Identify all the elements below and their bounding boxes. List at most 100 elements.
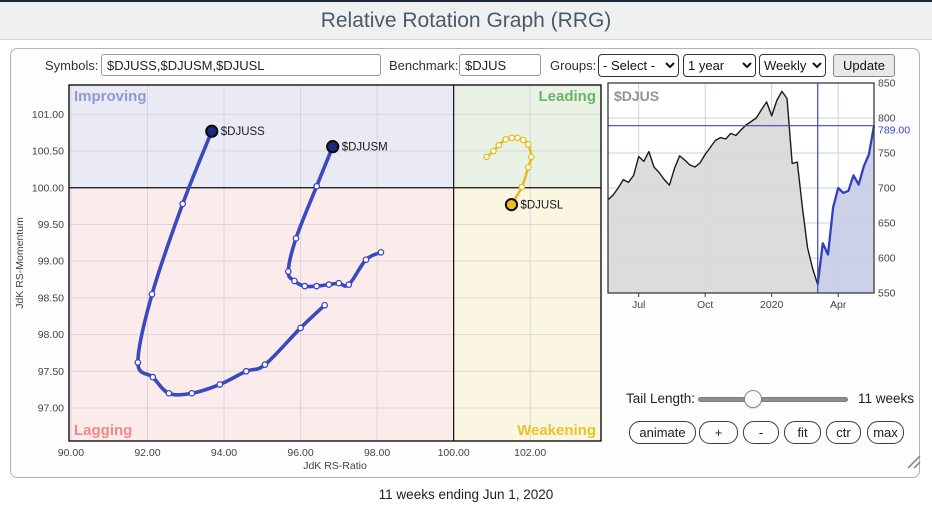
rrg-y-tick: 100.00 [32, 182, 64, 194]
top-accent-strip [0, 0, 932, 2]
week-marker [524, 163, 532, 171]
rrg-x-tick: 92.00 [134, 447, 160, 459]
week-marker [527, 153, 535, 161]
week-marker [292, 235, 300, 242]
week-marker [508, 134, 516, 142]
quadrant-improving [69, 85, 454, 188]
symbols-input[interactable] [101, 54, 381, 76]
quadrant-label-weakening: Weakening [517, 422, 596, 439]
rrg-x-tick: 94.00 [211, 447, 237, 459]
week-marker [524, 141, 532, 148]
tail-length-label: Tail Length: [626, 391, 696, 406]
price-y-tick: 650 [878, 218, 896, 230]
rrg-y-tick: 98.50 [38, 292, 64, 304]
zoom-in-button[interactable]: + [699, 421, 738, 444]
slider-track[interactable] [698, 397, 848, 402]
frequency-select[interactable]: Weekly [759, 54, 826, 77]
fit-button[interactable]: fit [784, 421, 821, 444]
tail-length-slider[interactable] [698, 389, 848, 409]
week-marker [291, 277, 298, 285]
price-y-tick: 600 [878, 253, 896, 265]
benchmark-input[interactable] [459, 54, 541, 76]
week-marker [335, 279, 343, 287]
footer-caption: 11 weeks ending Jun 1, 2020 [378, 487, 554, 502]
week-marker [313, 182, 320, 190]
week-marker [242, 367, 250, 375]
rrg-x-tick: 102.00 [514, 447, 546, 459]
rrg-chart[interactable]: Improving Leading Lagging Weakening $DJUSS $D… [13, 77, 613, 479]
animate-button[interactable]: animate [629, 421, 696, 444]
price-y-tick: 750 [878, 148, 896, 160]
trail-head-marker[interactable] [205, 124, 219, 138]
trail-head-marker[interactable] [504, 198, 519, 212]
week-marker [148, 290, 156, 298]
rrg-x-tick: 90.00 [58, 447, 84, 459]
quadrant-label-improving: Improving [74, 88, 147, 105]
quadrant-label-lagging: Lagging [74, 422, 132, 439]
week-marker [165, 389, 173, 397]
price-line-history [607, 90, 819, 285]
week-marker [514, 134, 521, 142]
price-x-tick: 2020 [760, 299, 784, 311]
page-title: Relative Rotation Graph (RRG) [320, 9, 612, 32]
last-price-label: 789.00 [878, 125, 910, 137]
week-marker [134, 359, 142, 366]
quadrant-lagging [69, 187, 454, 441]
rrg-y-tick: 99.50 [38, 219, 64, 231]
price-y-tick: 700 [878, 183, 896, 195]
max-button[interactable]: max [867, 421, 904, 444]
week-marker [483, 153, 490, 161]
trail-head-marker[interactable] [326, 140, 340, 154]
week-marker [301, 282, 309, 290]
week-marker [179, 200, 187, 208]
quadrant-weakening [453, 187, 601, 441]
rrg-panel: Symbols: Benchmark: Groups: - Select - 1… [10, 48, 922, 479]
week-marker [261, 361, 269, 369]
tail-length-value: 11 weeks [858, 391, 915, 406]
zoom-out-button[interactable]: - [743, 421, 779, 444]
price-x-tick: Oct [697, 299, 713, 311]
app-header: Relative Rotation Graph (RRG) [0, 2, 932, 40]
resize-handle[interactable] [904, 452, 922, 470]
week-marker [502, 135, 510, 143]
symbols-label: Symbols: [45, 58, 99, 73]
price-y-tick: 850 [878, 78, 896, 90]
rrg-x-tick: 100.00 [438, 447, 470, 459]
week-marker [297, 324, 304, 332]
slider-thumb[interactable] [744, 390, 762, 408]
price-y-tick: 800 [878, 113, 896, 125]
trail-djusm[interactable]: $DJUSM [284, 140, 388, 290]
benchmark-label: Benchmark: [389, 58, 459, 73]
week-marker [495, 141, 503, 149]
week-marker [216, 381, 224, 388]
week-marker [362, 256, 370, 264]
price-x-tick: Jul [632, 299, 645, 311]
trail-symbol-label: $DJUSS [221, 126, 265, 138]
price-line-tail-window [816, 125, 876, 285]
rrg-y-tick: 101.00 [32, 109, 64, 121]
week-marker [345, 281, 353, 289]
rrg-y-tick: 98.00 [38, 329, 64, 341]
week-marker [518, 183, 526, 191]
trail-djuss[interactable]: $DJUSS [134, 124, 329, 397]
trail-symbol-label: $DJUSM [342, 142, 388, 154]
groups-select[interactable]: - Select - [598, 54, 679, 77]
trail-djusl[interactable]: $DJUSL [483, 134, 564, 212]
rrg-x-axis-title: JdK RS-Ratio [303, 460, 367, 472]
price-chart-symbol-label: $DJUS [614, 88, 659, 104]
benchmark-price-chart[interactable]: 850 800 750 700 650 600 550 789.00 Jul Oct 2020 Apr… [601, 77, 921, 315]
rrg-y-tick: 97.00 [38, 402, 64, 414]
week-marker [313, 282, 320, 290]
rrg-y-tick: 97.50 [38, 366, 64, 378]
period-select[interactable]: 1 year [683, 54, 756, 77]
center-button[interactable]: ctr [826, 421, 861, 444]
week-marker [149, 373, 157, 381]
quadrant-label-leading: Leading [538, 88, 596, 105]
groups-label: Groups: [550, 58, 597, 73]
price-y-tick: 550 [878, 288, 896, 300]
price-x-tick: Apr [830, 299, 847, 311]
update-button[interactable]: Update [833, 54, 895, 77]
rrg-x-tick: 96.00 [287, 447, 313, 459]
rrg-y-tick: 99.00 [38, 256, 64, 268]
